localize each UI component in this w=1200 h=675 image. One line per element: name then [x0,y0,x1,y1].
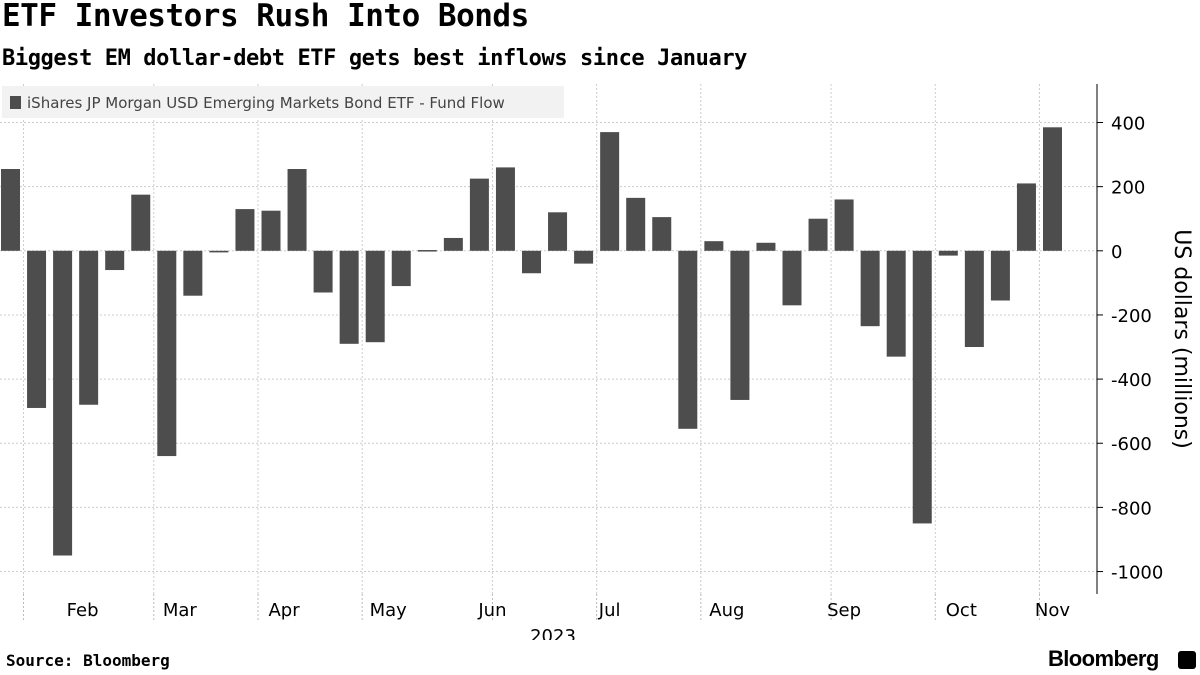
y-tick-label: -800 [1111,498,1152,519]
y-tick-label: -600 [1111,434,1152,455]
bar [391,250,411,287]
bar [443,237,463,251]
bar [912,250,932,524]
bar [105,250,125,271]
bar [574,250,594,264]
bar [704,241,724,251]
bar [808,218,828,251]
bar [79,250,99,405]
y-tick-label: 200 [1111,178,1145,199]
x-tick-label: Mar [163,600,198,621]
bar [834,199,854,251]
bar [652,217,672,251]
x-axis: Feb Mar Apr May Jun Jul Aug Sep Oct Nov [23,594,1070,621]
x-tick-label: Jun [477,600,506,621]
bar [469,178,489,251]
y-axis-title: US dollars (millions) [1169,229,1194,449]
source-note: Source: Bloomberg [6,651,170,670]
x-tick-label: Apr [268,600,300,621]
bar [600,132,620,251]
y-tick-label: 0 [1111,242,1122,263]
bar-chart: 400 200 0 -200 -400 -600 -800 -1000 Feb Mar Apr Ma… [0,84,1194,640]
bar [27,250,47,408]
bloomberg-logo: Bloomberg [1048,646,1159,671]
x-tick-label: Jul [598,600,621,621]
bar [209,250,229,253]
legend-label: iShares JP Morgan USD Emerging Markets B… [27,94,505,112]
bar [860,250,880,327]
bar [417,250,437,252]
y-axis: 400 200 0 -200 -400 -600 -800 -1000 [1096,84,1163,594]
bar [990,250,1010,301]
x-tick-label: Sep [827,600,861,621]
bar [782,250,802,306]
x-tick-label: Feb [67,600,99,621]
bar [678,250,698,429]
bar [886,250,906,357]
y-tick-label: -1000 [1111,563,1163,584]
bars [1,127,1062,556]
bar [235,209,255,251]
y-tick-label: 400 [1111,113,1145,134]
x-year-label: 2023 [530,626,576,640]
bar [131,194,151,251]
bar [339,250,359,344]
bar [495,167,515,251]
bar [964,250,984,348]
y-tick-label: -200 [1111,306,1152,327]
bar [522,250,541,274]
chart-subtitle: Biggest EM dollar-debt ETF gets best inf… [2,46,748,71]
bar [1043,127,1062,251]
bar [730,250,750,400]
y-tick-label: -400 [1111,370,1152,391]
legend-box [2,86,564,118]
bar [287,169,307,251]
bar [157,250,177,457]
bar [626,197,646,251]
bar [261,210,281,251]
bar [1,169,20,251]
bar [938,250,958,256]
x-tick-label: May [370,600,408,621]
bar [1016,183,1036,251]
bar [756,242,776,251]
bar [313,250,333,293]
bar [548,212,568,251]
grid-lines [0,84,1097,594]
x-tick-label: Aug [709,600,744,621]
x-tick-label: Oct [946,600,977,621]
bar [183,250,203,296]
legend-swatch [10,96,21,109]
bar [365,250,385,343]
chart-title: ETF Investors Rush Into Bonds [2,0,529,34]
bloomberg-mark-icon [1178,651,1196,669]
bar [53,250,73,556]
x-tick-label: Nov [1035,600,1070,621]
